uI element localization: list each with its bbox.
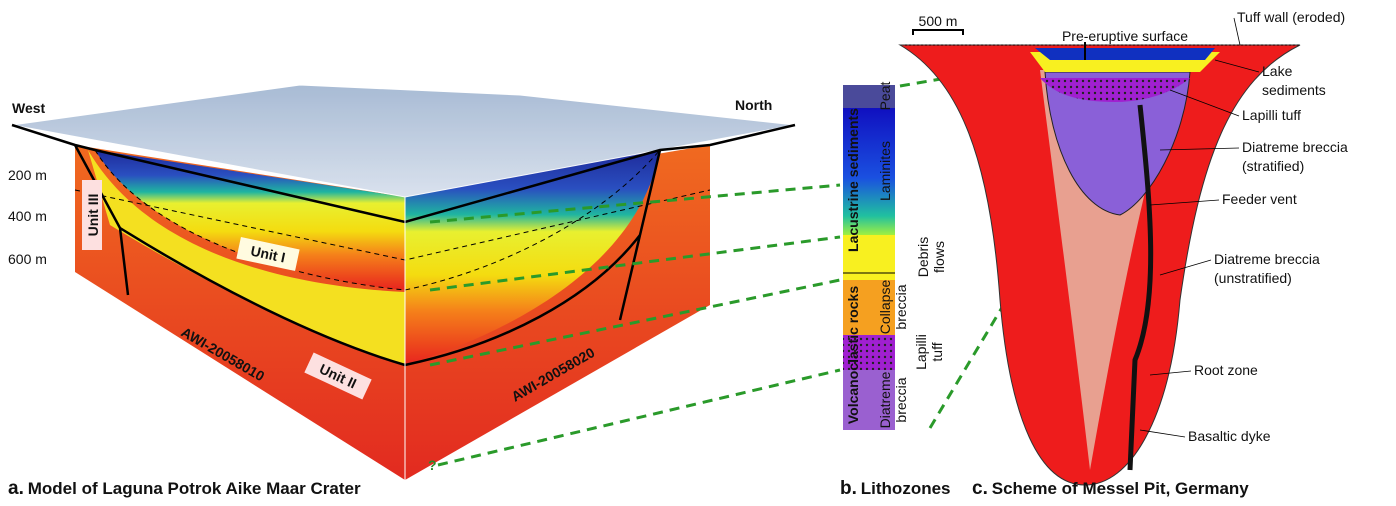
feature-label: Basaltic dyke (1188, 428, 1271, 444)
zone-label: Peat (877, 81, 893, 110)
feature-label: (unstratified) (1214, 270, 1292, 286)
page: West North 200 m 400 m 600 m Unit III Un… (0, 0, 1396, 506)
caption-text: Model of Laguna Potrok Aike Maar Crater (28, 479, 361, 498)
depth-label: 200 m (8, 167, 47, 183)
feature-label: Lake (1262, 63, 1293, 79)
zone-label: flows (931, 241, 947, 273)
caption: b. Lithozones (840, 478, 951, 499)
depth-label: 400 m (8, 208, 47, 224)
surface-label: Pre-eruptive surface (1062, 28, 1188, 44)
figure: West North 200 m 400 m 600 m Unit III Un… (0, 0, 1396, 501)
zone-label: Debris (915, 237, 931, 277)
feature-label: Feeder vent (1222, 191, 1297, 207)
question-mark: ? (428, 457, 437, 473)
feature-label: Tuff wall (eroded) (1237, 9, 1345, 25)
scale-label: 500 m (919, 13, 958, 29)
feature-label: sediments (1262, 82, 1326, 98)
depth-label: 600 m (8, 251, 47, 267)
direction-label: North (735, 97, 772, 113)
zone-label: breccia (893, 284, 909, 329)
group-label: Lacustrine sediments (845, 108, 861, 252)
panel-letter: c. (972, 478, 988, 499)
feature-label: Lapilli tuff (1242, 107, 1301, 123)
zone-label: Lapilli (913, 334, 929, 370)
caption-text: Scheme of Messel Pit, Germany (992, 479, 1250, 498)
feature-label: Root zone (1194, 362, 1258, 378)
unit-label: Unit III (85, 194, 101, 237)
feature-label: Diatreme breccia (1242, 139, 1348, 155)
caption-text: Lithozones (861, 479, 951, 498)
feature-label: Diatreme breccia (1214, 251, 1320, 267)
feature-label: (stratified) (1242, 158, 1304, 174)
group-label: Volcanoclastic rocks (845, 286, 861, 424)
zone-label: Diatreme (877, 371, 893, 428)
zone-label: tuff (929, 342, 945, 361)
panel-letter: a. (8, 478, 24, 499)
messel-scheme: 500 m Pre-eruptive surface Tuff wall (er… (900, 9, 1348, 499)
zone-label: breccia (893, 377, 909, 422)
caption: c. Scheme of Messel Pit, Germany (972, 478, 1249, 499)
zone-label: Laminites (877, 141, 893, 201)
lithozone-column: Lacustrine sediments Volcanoclastic rock… (840, 81, 951, 499)
caption: a. Model of Laguna Potrok Aike Maar Crat… (8, 478, 361, 499)
maar-model: West North 200 m 400 m 600 m Unit III Un… (8, 85, 795, 499)
direction-label: West (12, 100, 46, 116)
zone-label: Collapse (877, 280, 893, 335)
panel-letter: b. (840, 478, 857, 499)
